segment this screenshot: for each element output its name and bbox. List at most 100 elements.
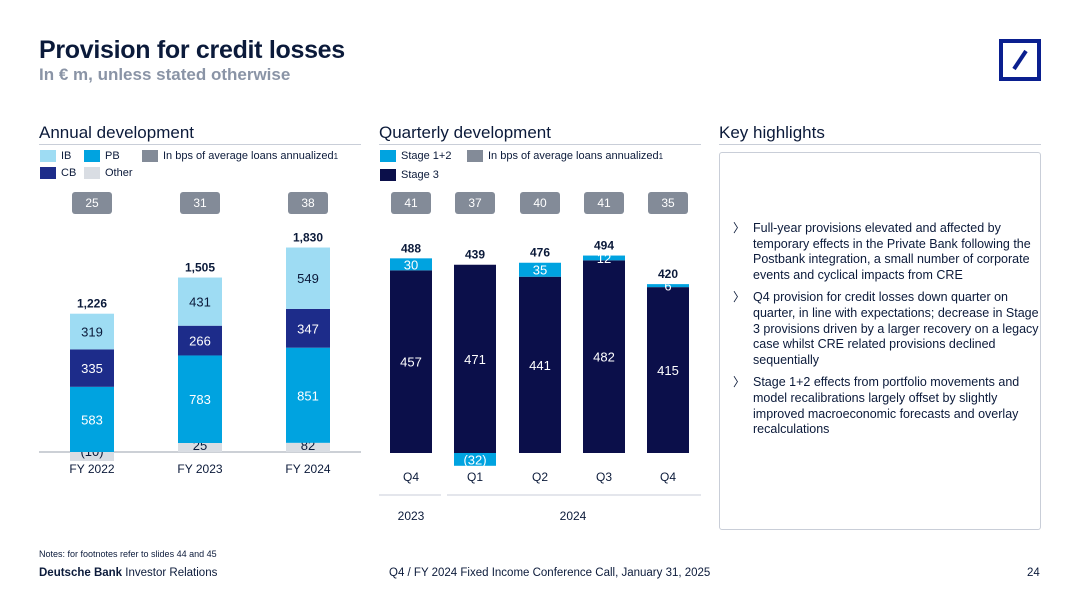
quarterly-total-label: 494 [594,239,614,253]
quarterly-bar-stage3 [583,260,625,453]
legend-quarterly-bps-label: In bps of average loans annualized [488,150,659,162]
legend-stage3: Stage 3 [380,169,439,181]
highlights-section-title: Key highlights [719,123,825,142]
page-number: 24 [1027,567,1040,579]
highlight-text: Q4 provision for credit losses down quar… [753,290,1039,367]
quarterly-category-label: Q4 [660,470,676,484]
quarterly-bps-pill [584,192,624,214]
annual-label-cb: 266 [189,334,211,349]
annual-bar-pb [286,347,330,443]
quarterly-total-label: 488 [401,241,421,255]
annual-label-ib: 549 [297,271,319,286]
year-label-2024: 2024 [560,509,587,523]
annual-bar-ib [286,247,330,309]
footer-brand-bold: Deutsche Bank [39,567,123,579]
legend-pb-label: PB [105,150,120,162]
highlight-text: Stage 1+2 effects from portfolio movemen… [753,375,1020,437]
quarterly-label-stage12: 6 [664,279,671,294]
quarterly-bps-pill-label: 41 [597,196,611,210]
legend-quarterly-bps-swatch [467,150,483,162]
highlight-item: 〉 Full-year provisions elevated and affec… [733,221,1039,283]
page-subtitle: In € m, unless stated otherwise [39,65,291,84]
quarterly-section-rule [379,144,701,145]
legend-other: Other [84,167,133,179]
quarterly-bps-pill-label: 37 [468,196,482,210]
annual-bps-pill [288,192,328,214]
annual-total-label: 1,830 [293,231,323,245]
page-title: Provision for credit losses [39,36,345,64]
legend-cb-label: CB [61,167,77,179]
annual-section-title: Annual development [39,123,195,142]
annual-label-pb: 583 [81,412,103,427]
quarterly-bar-stage3 [454,264,496,453]
annual-category-label: FY 2024 [285,462,330,476]
annual-label-ib: 319 [81,325,103,340]
highlight-item: 〉 Stage 1+2 effects from portfolio moveme… [733,375,1039,437]
quarterly-label-stage12: 35 [533,263,547,278]
legend-ib-swatch [40,150,56,162]
annual-label-pb: 851 [297,388,319,403]
footer-event: Q4 / FY 2024 Fixed Income Conference Cal… [389,567,711,579]
legend-annual-bps: In bps of average loans annualized 1 [142,150,338,162]
highlights-box [719,152,1041,530]
quarterly-bps-pill [391,192,431,214]
legend-stage12-swatch [380,150,396,162]
quarterly-bar-stage3 [647,287,689,453]
quarterly-label-stage3: 471 [464,352,486,367]
annual-section-rule [39,144,361,145]
quarterly-total-label: 439 [465,248,485,262]
annual-bar-cb [70,349,114,387]
quarterly-bar-stage12 [647,284,689,288]
quarterly-label-stage3: 457 [400,355,422,370]
chevron-right-icon: 〉 [733,221,746,235]
legend-cb: CB [40,167,76,179]
quarterly-total-label: 420 [658,267,678,281]
highlights-section-rule [719,144,1041,145]
annual-bar-ib [178,277,222,326]
quarterly-bps-pill-label: 35 [661,196,675,210]
quarterly-label-stage12: 30 [404,257,418,272]
annual-bps-pill-label: 38 [301,196,315,210]
annual-bar-pb [178,355,222,443]
legend-other-swatch [84,167,100,179]
annual-bps-pill [180,192,220,214]
annual-bar-cb [178,325,222,356]
annual-bar-pb [70,386,114,452]
annual-bps-pill-label: 25 [85,196,99,210]
legend-ib: IB [40,150,71,162]
quarterly-category-label: Q2 [532,470,548,484]
annual-category-label: FY 2022 [69,462,114,476]
footnotes: Notes: for footnotes refer to slides 44 … [39,549,217,559]
quarterly-category-label: Q1 [467,470,483,484]
annual-bar-cb [286,308,330,348]
legend-pb-swatch [84,150,100,162]
quarterly-label-stage12: (32) [463,452,486,467]
annual-bar-other [70,452,114,461]
logo-slash-icon [1012,49,1028,71]
chevron-right-icon: 〉 [733,375,746,390]
quarterly-section-title: Quarterly development [379,123,551,142]
legend-annual-bps-label: In bps of average loans annualized [163,150,334,162]
annual-total-label: 1,505 [185,261,215,275]
highlights-list: 〉 Full-year provisions elevated and affec… [733,221,1039,445]
legend-ib-label: IB [61,150,72,162]
quarterly-bar-stage12 [454,453,496,466]
annual-label-ib: 431 [189,295,211,310]
quarterly-bar-stage3 [519,276,561,453]
deutsche-bank-logo [999,39,1041,81]
annual-label-pb: 783 [189,392,211,407]
annual-bar-other [178,443,222,452]
legend-quarterly-bps: In bps of average loans annualized 1 [467,150,663,162]
quarterly-bps-pill-label: 40 [533,196,547,210]
legend-stage3-label: Stage 3 [401,169,439,181]
legend-pb: PB [84,150,120,162]
annual-label-cb: 335 [81,361,103,376]
annual-total-label: 1,226 [77,297,107,311]
quarterly-bps-pill [520,192,560,214]
quarterly-bps-pill-label: 41 [404,196,418,210]
quarterly-bar-stage12 [390,258,432,271]
annual-bar-ib [70,313,114,350]
footer-brand: Deutsche Bank Investor Relations [39,567,217,579]
quarterly-total-label: 476 [530,246,550,260]
legend-cb-swatch [40,167,56,179]
